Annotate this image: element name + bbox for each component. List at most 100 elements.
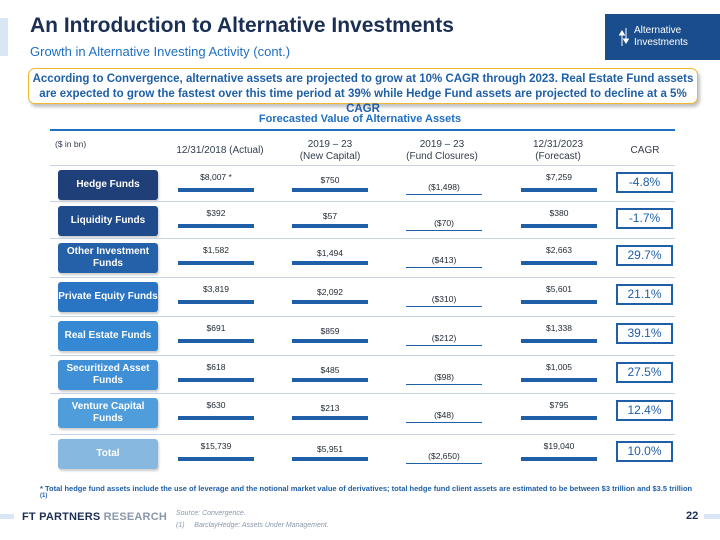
- cell-forecast: $19,040: [543, 441, 575, 451]
- brand-light: RESEARCH: [103, 511, 167, 523]
- bar-closures: [406, 306, 482, 307]
- cell-actual: $8,007 *: [200, 172, 232, 182]
- row-label: Private Equity Funds: [58, 282, 158, 312]
- row-divider: [50, 201, 675, 202]
- bar-actual: [178, 188, 254, 192]
- bar-actual: [178, 224, 254, 228]
- key-takeaway-callout: According to Convergence, alternative as…: [28, 68, 698, 115]
- section-tag-label: Alternative Investments: [634, 25, 688, 49]
- cell-actual: $1,582: [203, 245, 229, 255]
- bar-closures: [406, 463, 482, 464]
- footnote-marker: (1): [40, 493, 48, 499]
- bar-forecast: [521, 188, 597, 192]
- bar-closures: [406, 422, 482, 423]
- cagr-value: 21.1%: [616, 284, 673, 305]
- header-forecast: 12/31/2023 (Forecast): [518, 139, 598, 163]
- header-closures: 2019 – 23 (Fund Closures): [400, 139, 484, 163]
- header-forecast-line2: (Forecast): [535, 151, 581, 162]
- bar-closures: [406, 194, 482, 195]
- cell-forecast: $795: [549, 400, 569, 410]
- source-line-2: (1) BarclayHedge: Assets Under Managemen…: [176, 520, 329, 532]
- bar-closures: [406, 267, 482, 268]
- bar-new-capital: [292, 300, 368, 304]
- cell-new-capital: $1,494: [317, 248, 343, 258]
- bar-actual: [178, 457, 254, 461]
- section-tag: Alternative Investments: [605, 14, 720, 60]
- cell-actual: $618: [206, 362, 226, 372]
- cell-forecast: $380: [549, 208, 569, 218]
- bar-new-capital: [292, 457, 368, 461]
- row-label: Venture Capital Funds: [58, 398, 158, 428]
- header-new-capital: 2019 – 23 (New Capital): [290, 139, 370, 163]
- header-forecast-line1: 12/31/2023: [532, 139, 584, 150]
- source-line-2-number: (1): [176, 522, 185, 529]
- bar-actual: [178, 300, 254, 304]
- source-line-2-text: BarclayHedge: Assets Under Management.: [194, 522, 329, 529]
- bar-new-capital: [292, 188, 368, 192]
- table-title: Forecasted Value of Alternative Assets: [258, 113, 462, 125]
- cell-actual: $15,739: [200, 441, 232, 451]
- brand-bold: FT PARTNERS: [22, 511, 101, 523]
- bar-forecast: [521, 224, 597, 228]
- row-divider: [50, 316, 675, 317]
- cell-forecast: $5,601: [546, 284, 572, 294]
- bar-forecast: [521, 378, 597, 382]
- cell-new-capital: $57: [322, 211, 338, 221]
- cell-actual: $691: [206, 323, 226, 333]
- cell-new-capital: $2,092: [317, 287, 343, 297]
- cell-new-capital: $859: [320, 326, 340, 336]
- cell-closures: ($1,498): [428, 182, 460, 192]
- header-actual: 12/31/2018 (Actual): [176, 145, 264, 156]
- cell-forecast: $2,663: [546, 245, 572, 255]
- bar-new-capital: [292, 416, 368, 420]
- footnote-text: * Total hedge fund assets include the us…: [40, 484, 693, 493]
- cell-closures: ($212): [431, 333, 457, 343]
- row-divider: [50, 165, 675, 166]
- cell-new-capital: $485: [320, 365, 340, 375]
- row-divider: [50, 238, 675, 239]
- row-label: Other Investment Funds: [58, 243, 158, 273]
- bar-forecast: [521, 300, 597, 304]
- cell-closures: ($2,650): [428, 451, 460, 461]
- row-divider: [50, 434, 675, 435]
- cell-forecast: $1,005: [546, 362, 572, 372]
- footnote: * Total hedge fund assets include the us…: [40, 484, 700, 503]
- cagr-value: 12.4%: [616, 400, 673, 421]
- header-closures-line1: 2019 – 23: [419, 139, 465, 150]
- page-number: 22: [686, 510, 699, 522]
- unit-label: ($ in bn): [55, 139, 87, 149]
- bar-closures: [406, 345, 482, 346]
- cagr-value: 29.7%: [616, 245, 673, 266]
- cell-closures: ($48): [434, 410, 454, 420]
- bar-new-capital: [292, 224, 368, 228]
- row-label: Hedge Funds: [58, 170, 158, 200]
- row-label: Securitized Asset Funds: [58, 360, 158, 390]
- cell-new-capital: $5,951: [317, 444, 343, 454]
- bar-forecast: [521, 261, 597, 265]
- bar-closures: [406, 230, 482, 231]
- title-accent-strip: [0, 18, 8, 56]
- table-title-rule: [50, 129, 675, 131]
- cell-forecast: $1,338: [546, 323, 572, 333]
- cell-actual: $3,819: [203, 284, 229, 294]
- footer-accent-left: [0, 514, 14, 519]
- row-divider: [50, 277, 675, 278]
- bar-forecast: [521, 457, 597, 461]
- cell-new-capital: $213: [320, 403, 340, 413]
- bar-forecast: [521, 339, 597, 343]
- bar-new-capital: [292, 378, 368, 382]
- bar-actual: [178, 261, 254, 265]
- page-subtitle: Growth in Alternative Investing Activity…: [30, 44, 291, 59]
- row-label: Real Estate Funds: [58, 321, 158, 351]
- header-closures-line2: (Fund Closures): [406, 151, 478, 162]
- cell-closures: ($310): [431, 294, 457, 304]
- cell-new-capital: $750: [320, 175, 340, 185]
- row-label: Total: [58, 439, 158, 469]
- header-cagr: CAGR: [630, 145, 660, 156]
- bar-new-capital: [292, 261, 368, 265]
- section-tag-line2: Investments: [634, 37, 688, 48]
- bar-closures: [406, 384, 482, 385]
- up-down-arrows-icon: [619, 28, 629, 46]
- footer-accent-right: [704, 514, 720, 519]
- source-line-1: Source: Convergence.: [176, 510, 246, 517]
